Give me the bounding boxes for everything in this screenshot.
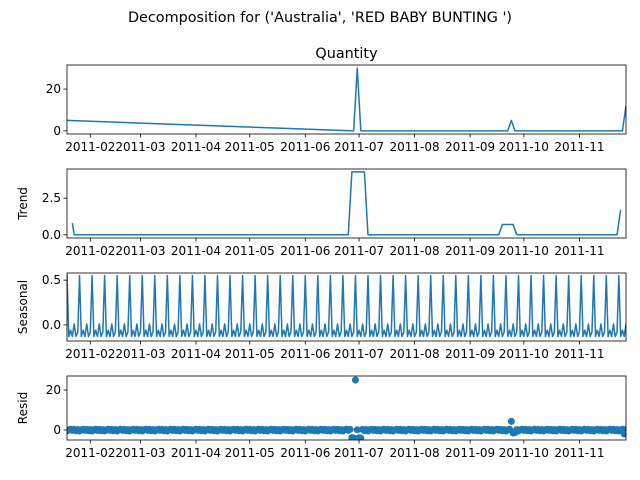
- x-tick-label: 2011-02: [65, 446, 115, 460]
- seasonal-panel: 0.0 0.5 2011-02 2011-03 2011-04 2011-05 2011-0…: [16, 272, 627, 361]
- x-tick-label: 2011-05: [225, 140, 275, 154]
- x-tick-label: 2011-02: [65, 140, 115, 154]
- x-tick-label: 2011-07: [334, 244, 384, 258]
- x-tick-label: 2011-05: [225, 244, 275, 258]
- observed-plot-area: [67, 67, 626, 132]
- x-tick-label: 2011-07: [334, 140, 384, 154]
- x-tick-label: 2011-05: [225, 347, 275, 361]
- x-tick-label: 2011-09: [445, 244, 495, 258]
- x-tick-label: 2011-11: [554, 244, 604, 258]
- x-tick-label: 2011-08: [390, 244, 440, 258]
- x-tick-label: 2011-03: [115, 244, 165, 258]
- seasonal-axes-frame: [66, 272, 627, 342]
- x-tick-label: 2011-09: [445, 140, 495, 154]
- x-tick-label: 2011-05: [225, 446, 275, 460]
- x-tick-label: 2011-02: [65, 244, 115, 258]
- x-tick-label: 2011-09: [445, 446, 495, 460]
- x-tick-label: 2011-10: [499, 347, 549, 361]
- y-axis-label: Resid: [16, 392, 30, 424]
- observed-axes-frame: [66, 64, 627, 135]
- y-axis-label: Seasonal: [16, 280, 30, 334]
- resid-panel: 0 20 2011-02 2011-03 2011-04 2011-05 2011-06 20…: [16, 375, 627, 460]
- x-tick-label: 2011-04: [171, 244, 221, 258]
- x-tick-label: 2011-11: [554, 347, 604, 361]
- x-tick-label: 2011-06: [280, 140, 330, 154]
- x-tick-label: 2011-06: [280, 446, 330, 460]
- x-tick-label: 2011-06: [280, 244, 330, 258]
- seasonal-series-line: [67, 274, 626, 338]
- figure-title: Decomposition for ('Australia', 'RED BAB…: [128, 10, 512, 26]
- resid-point: [507, 417, 515, 425]
- x-tick-label: 2011-03: [115, 446, 165, 460]
- panel-title: Quantity: [315, 46, 378, 62]
- y-tick-label: 0: [53, 124, 61, 138]
- observed-panel: 0 20 2011-02 2011-03 2011-04 2011-05 2011-06 20…: [46, 46, 627, 154]
- x-tick-label: 2011-08: [390, 347, 440, 361]
- y-axis-label: Trend: [16, 187, 30, 221]
- y-tick-label: 0.0: [42, 228, 61, 242]
- resid-plot-area: [67, 376, 626, 440]
- resid-axes-frame: [66, 375, 627, 441]
- y-tick-label: 2.5: [42, 191, 61, 205]
- x-tick-label: 2011-11: [554, 446, 604, 460]
- observed-series-line: [67, 67, 626, 132]
- x-tick-label: 2011-08: [390, 140, 440, 154]
- x-tick-label: 2011-08: [390, 446, 440, 460]
- y-tick-label: 0.5: [42, 273, 61, 287]
- x-tick-label: 2011-03: [115, 347, 165, 361]
- seasonal-plot-area: [67, 274, 626, 338]
- resid-point: [357, 434, 365, 440]
- y-tick-label: 0: [53, 423, 61, 437]
- y-tick-label: 20: [46, 383, 61, 397]
- x-tick-label: 2011-04: [171, 446, 221, 460]
- x-tick-label: 2011-03: [115, 140, 165, 154]
- resid-point: [353, 426, 361, 434]
- x-tick-label: 2011-10: [499, 446, 549, 460]
- x-tick-label: 2011-11: [554, 140, 604, 154]
- x-tick-label: 2011-04: [171, 347, 221, 361]
- y-tick-label: 0.0: [42, 318, 61, 332]
- x-tick-label: 2011-07: [334, 446, 384, 460]
- resid-point: [622, 425, 626, 433]
- trend-panel: 0.0 2.5 2011-02 2011-03 2011-04 2011-05 2011-0…: [16, 168, 627, 258]
- x-tick-label: 2011-04: [171, 140, 221, 154]
- x-tick-label: 2011-10: [499, 244, 549, 258]
- y-tick-label: 20: [46, 82, 61, 96]
- x-tick-label: 2011-02: [65, 347, 115, 361]
- x-tick-label: 2011-09: [445, 347, 495, 361]
- trend-plot-area: [71, 171, 622, 236]
- resid-point: [350, 434, 358, 440]
- x-tick-label: 2011-10: [499, 140, 549, 154]
- resid-point: [346, 425, 354, 433]
- trend-axes-frame: [66, 168, 627, 239]
- x-tick-label: 2011-07: [334, 347, 384, 361]
- resid-point: [351, 376, 359, 384]
- trend-series-line: [71, 171, 622, 236]
- x-tick-label: 2011-06: [280, 347, 330, 361]
